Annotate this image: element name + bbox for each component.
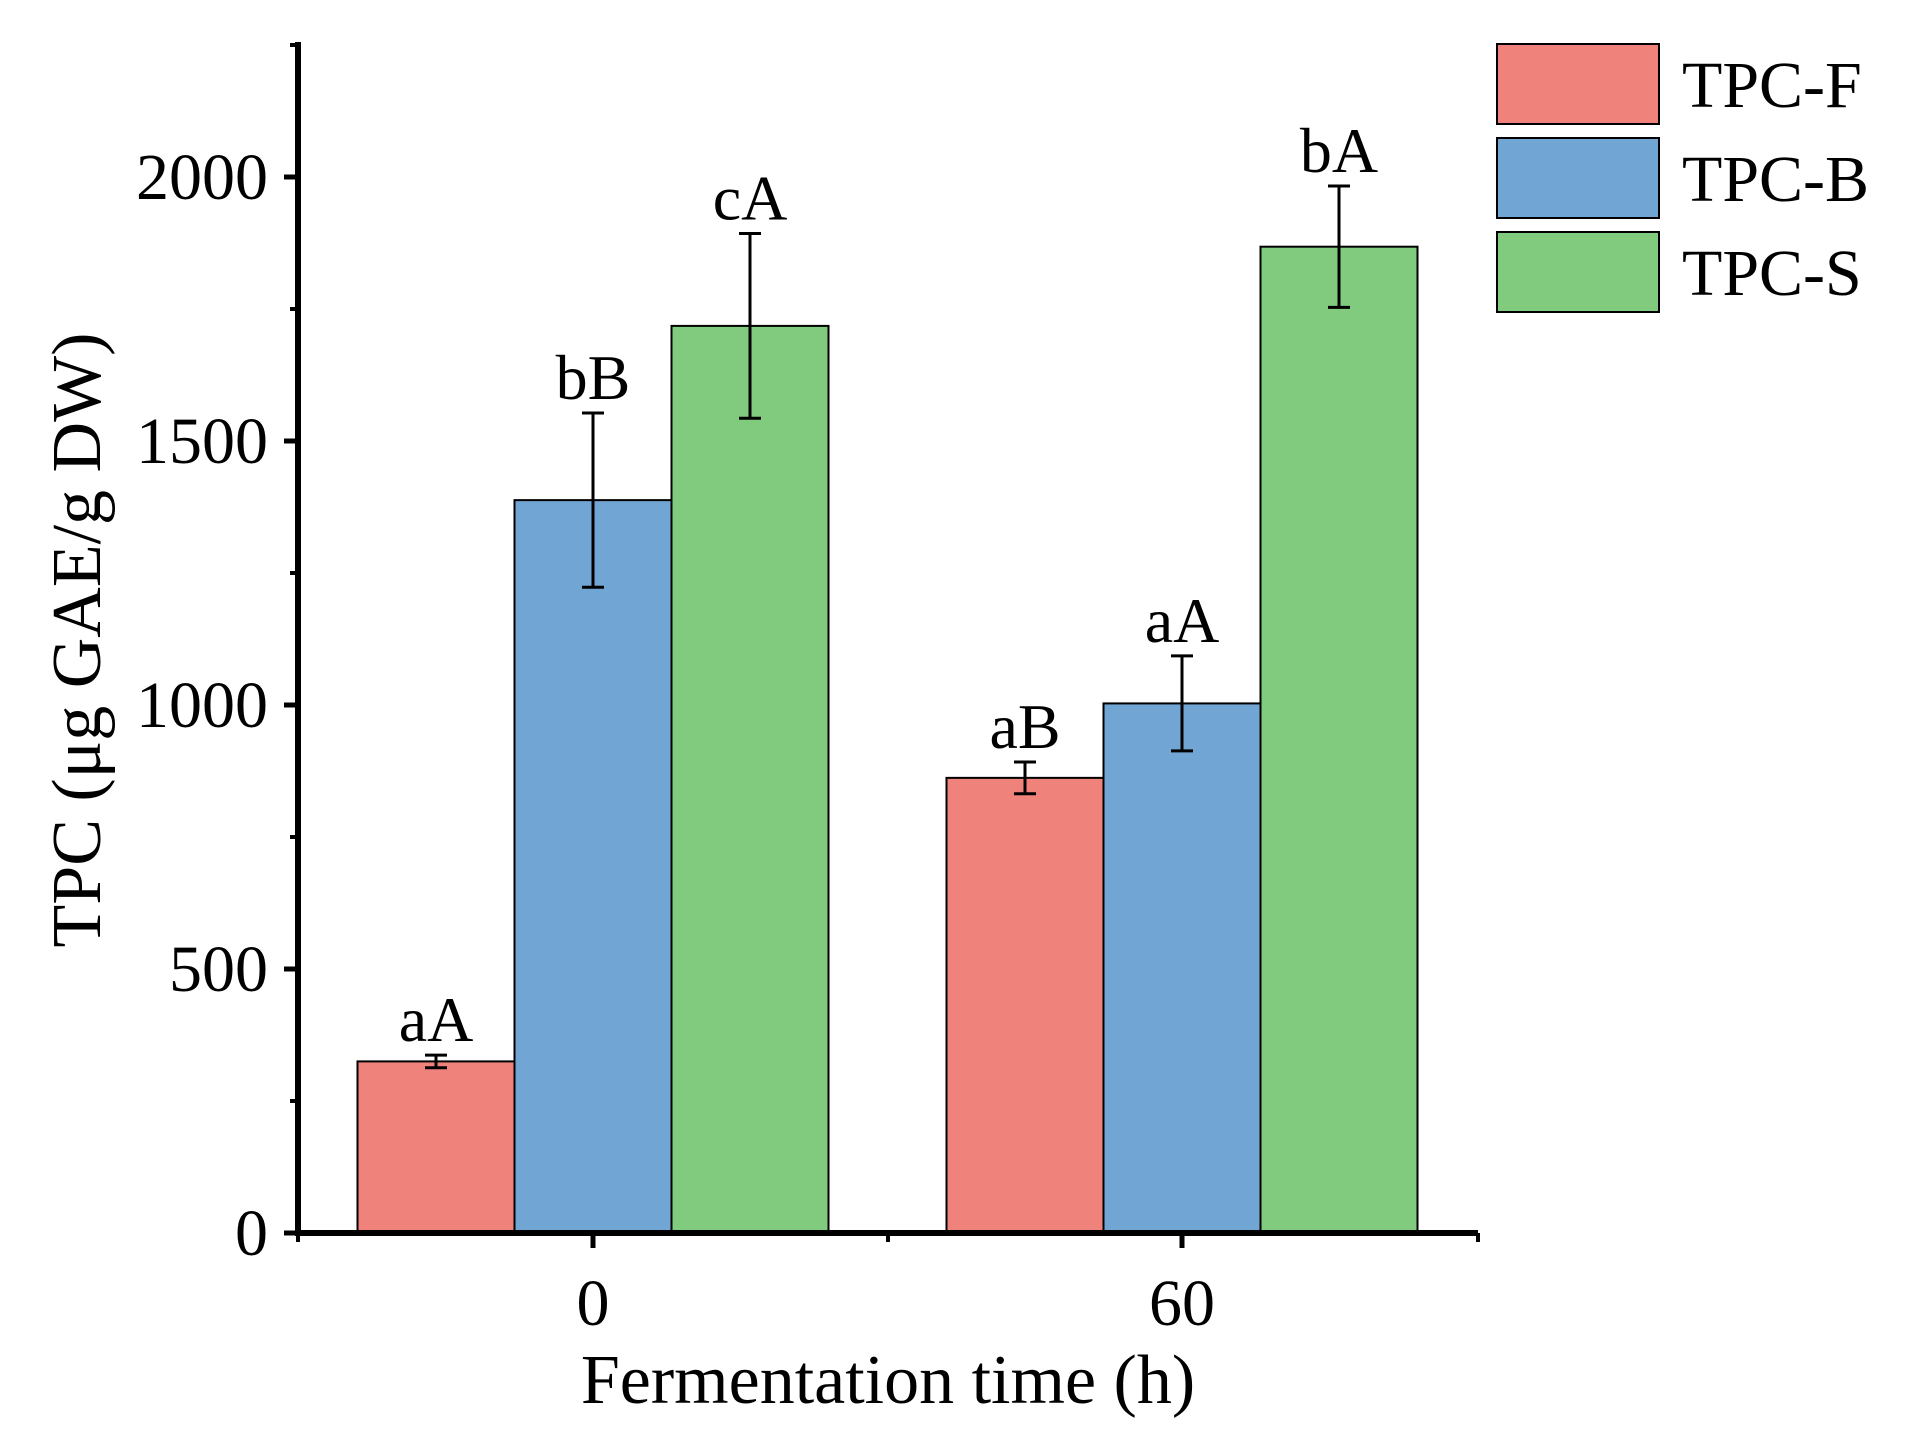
error-bar-tpc-f-t0 <box>425 1053 447 1070</box>
significance-label-tpc-b-t60: aA <box>1145 585 1220 656</box>
x-tick-label-60: 60 <box>1149 1267 1215 1340</box>
y-tick-label-1500: 1500 <box>136 405 268 478</box>
significance-label-tpc-f-t0: aA <box>399 984 474 1055</box>
x-ticks-layer: 0 60 <box>296 1233 1480 1340</box>
x-axis-title: Fermentation time (h) <box>581 1342 1195 1419</box>
legend-swatch-tpc-s <box>1496 231 1660 313</box>
error-bar-tpc-b-t0 <box>582 411 604 589</box>
legend: TPC-F TPC-B TPC-S <box>1496 43 1869 313</box>
y-tick-label-1000: 1000 <box>136 669 268 742</box>
y-axis-title: TPC (μg GAE/g DW) <box>39 333 116 948</box>
error-bar-tpc-b-t60 <box>1171 654 1193 753</box>
bar-tpc-f-t60 <box>945 776 1105 1234</box>
y-ticks-layer: 0 500 1000 1500 2000 <box>136 43 298 1270</box>
y-tick-label-2000: 2000 <box>136 141 268 214</box>
bar-tpc-b-t0 <box>513 499 673 1234</box>
bars-layer <box>356 245 1419 1235</box>
bar-tpc-f-t0 <box>356 1060 516 1235</box>
error-bar-tpc-s-t0 <box>739 231 761 420</box>
y-tick-label-0: 0 <box>235 1197 268 1270</box>
significance-label-tpc-s-t0: cA <box>713 162 788 233</box>
error-bars-layer <box>425 184 1350 1070</box>
legend-swatch-tpc-f <box>1496 43 1660 125</box>
significance-labels-layer: aA aB bB aA cA bA <box>399 115 1378 1055</box>
legend-label-tpc-f: TPC-F <box>1682 49 1862 122</box>
significance-label-tpc-b-t0: bB <box>556 342 631 413</box>
bar-tpc-s-t60 <box>1259 245 1419 1235</box>
error-bar-tpc-s-t60 <box>1328 184 1350 309</box>
significance-label-tpc-f-t60: aB <box>989 691 1060 762</box>
x-tick-label-0: 0 <box>577 1267 610 1340</box>
y-tick-label-500: 500 <box>169 933 268 1006</box>
legend-label-tpc-b: TPC-B <box>1682 143 1869 216</box>
legend-label-tpc-s: TPC-S <box>1682 237 1862 310</box>
error-bar-tpc-f-t60 <box>1014 760 1036 796</box>
bar-tpc-b-t60 <box>1102 702 1262 1234</box>
bar-tpc-s-t0 <box>670 324 830 1234</box>
legend-swatch-tpc-b <box>1496 137 1660 219</box>
significance-label-tpc-s-t60: bA <box>1300 115 1378 186</box>
